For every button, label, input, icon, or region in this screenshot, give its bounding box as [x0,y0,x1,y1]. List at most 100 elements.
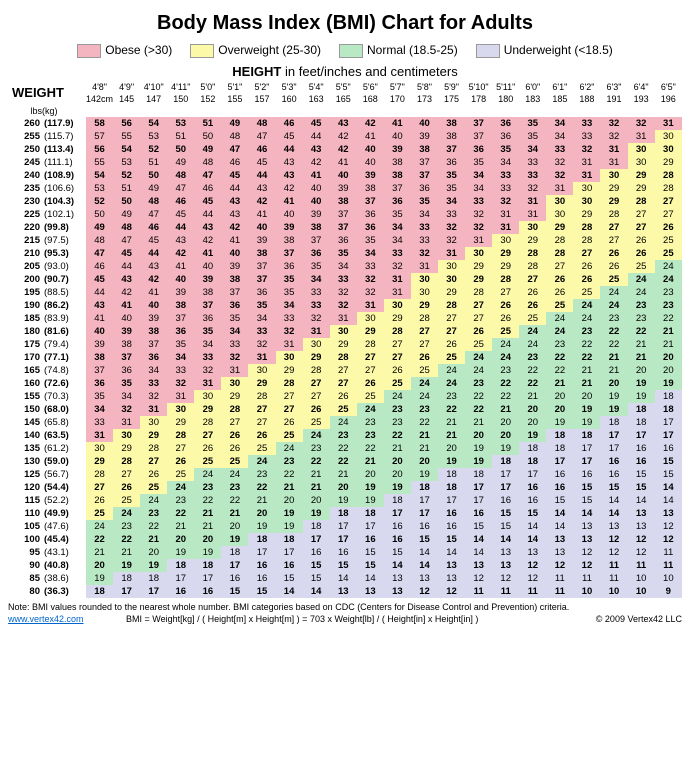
bmi-cell: 53 [113,156,140,169]
weight-kg: (63.5) [42,429,86,442]
height-ftin: 5'4" [303,81,330,93]
bmi-cell: 22 [411,416,438,429]
bmi-cell: 52 [140,143,167,156]
height-ftin: 5'6" [357,81,384,93]
bmi-cell: 37 [248,260,275,273]
bmi-cell: 24 [600,286,627,299]
bmi-cell: 16 [492,494,519,507]
bmi-cell: 19 [519,429,546,442]
bmi-cell: 24 [438,364,465,377]
source-link[interactable]: www.vertex42.com [8,614,84,624]
bmi-cell: 37 [465,130,492,143]
bmi-cell: 26 [411,351,438,364]
bmi-cell: 34 [492,156,519,169]
bmi-cell: 18 [303,520,330,533]
bmi-cell: 34 [86,403,113,416]
bmi-cell: 43 [140,260,167,273]
bmi-cell: 28 [384,325,411,338]
bmi-cell: 22 [519,364,546,377]
bmi-cell: 36 [248,286,275,299]
bmi-cell: 37 [411,156,438,169]
bmi-cell: 45 [86,273,113,286]
bmi-cell: 33 [221,338,248,351]
bmi-cell: 29 [600,182,627,195]
height-heading: HEIGHT in feet/inches and centimeters [8,64,682,79]
bmi-cell: 32 [330,286,357,299]
table-row: 230(104.3)525048464543424140383736353433… [8,195,682,208]
table-row: 210(95.3)4745444241403837363534333231302… [8,247,682,260]
bmi-cell: 34 [221,325,248,338]
bmi-cell: 25 [465,338,492,351]
bmi-cell: 26 [546,273,573,286]
bmi-cell: 24 [221,468,248,481]
bmi-cell: 29 [330,338,357,351]
bmi-cell: 56 [86,143,113,156]
bmi-cell: 19 [167,546,194,559]
bmi-cell: 21 [411,442,438,455]
bmi-cell: 34 [465,169,492,182]
bmi-cell: 21 [492,403,519,416]
bmi-cell: 16 [573,468,600,481]
bmi-cell: 26 [276,416,303,429]
weight-heading: WEIGHT [8,81,86,105]
bmi-cell: 27 [113,468,140,481]
table-row: 245(111.1)555351494846454342414038373635… [8,156,682,169]
bmi-cell: 15 [276,572,303,585]
bmi-cell: 48 [221,130,248,143]
bmi-cell: 18 [546,442,573,455]
bmi-cell: 13 [492,546,519,559]
bmi-cell: 27 [303,377,330,390]
bmi-cell: 20 [465,429,492,442]
bmi-cell: 14 [546,520,573,533]
bmi-cell: 40 [276,208,303,221]
bmi-cell: 17 [276,546,303,559]
bmi-cell: 21 [113,546,140,559]
bmi-cell: 34 [465,182,492,195]
weight-lbs: 135 [8,442,42,455]
bmi-cell: 50 [194,130,221,143]
weight-kg: (56.7) [42,468,86,481]
bmi-cell: 30 [384,299,411,312]
bmi-cell: 19 [600,403,627,416]
bmi-cell: 26 [384,364,411,377]
bmi-cell: 20 [438,442,465,455]
bmi-cell: 38 [330,195,357,208]
bmi-cell: 32 [276,325,303,338]
bmi-cell: 29 [140,429,167,442]
bmi-cell: 34 [276,299,303,312]
bmi-cell: 17 [628,429,655,442]
bmi-cell: 41 [86,312,113,325]
bmi-cell: 23 [411,403,438,416]
bmi-cell: 21 [276,481,303,494]
height-ftin: 5'7" [384,81,411,93]
bmi-cell: 24 [465,351,492,364]
bmi-cell: 31 [411,260,438,273]
bmi-cell: 16 [248,572,275,585]
bmi-cell: 11 [628,559,655,572]
bmi-cell: 26 [628,234,655,247]
bmi-cell: 57 [86,130,113,143]
bmi-cell: 20 [546,390,573,403]
bmi-cell: 27 [276,403,303,416]
bmi-cell: 22 [573,351,600,364]
bmi-cell: 40 [411,117,438,130]
bmi-cell: 47 [194,169,221,182]
bmi-cell: 19 [221,533,248,546]
height-cm: 163 [303,93,330,105]
bmi-cell: 32 [384,260,411,273]
bmi-cell: 30 [248,364,275,377]
height-cm: 173 [411,93,438,105]
bmi-cell: 17 [600,429,627,442]
bmi-cell: 36 [465,143,492,156]
bmi-cell: 15 [546,494,573,507]
bmi-cell: 29 [492,247,519,260]
bmi-cell: 22 [438,403,465,416]
bmi-cell: 19 [438,455,465,468]
bmi-cell: 14 [573,507,600,520]
bmi-cell: 30 [330,325,357,338]
bmi-cell: 29 [167,416,194,429]
bmi-cell: 33 [465,195,492,208]
bmi-cell: 34 [357,247,384,260]
weight-lbs: 160 [8,377,42,390]
bmi-cell: 40 [248,221,275,234]
